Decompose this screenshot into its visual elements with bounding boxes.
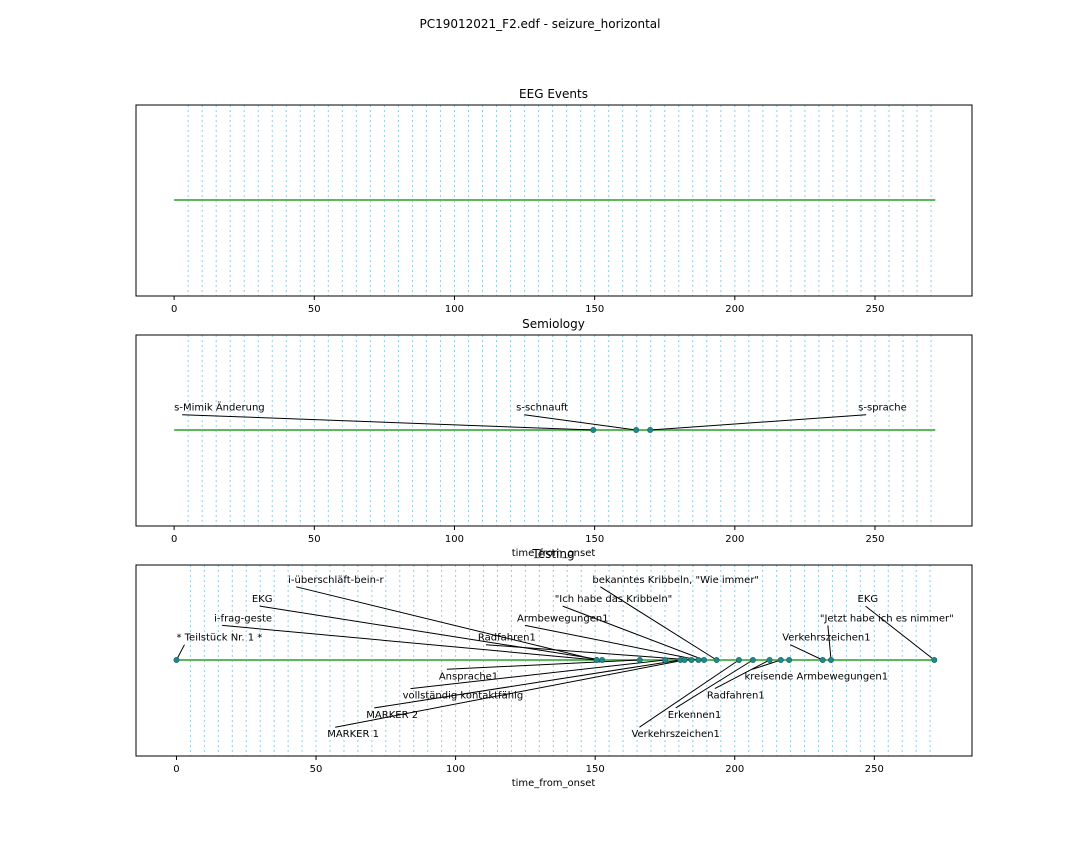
semiology-panel: Semiology time_from_onset s-Mimik Änderu… — [135, 317, 973, 559]
testing-panel: Testing time_from_onset * Teilstück Nr. … — [135, 547, 973, 789]
testing-annotation-line — [865, 605, 935, 661]
testing-event-point — [599, 657, 606, 664]
testing-annotation-line — [789, 644, 823, 661]
testing-annotation-label: Radfahren1 — [707, 691, 765, 702]
testing-annotation-label: EKG — [252, 594, 273, 605]
testing-event-point — [701, 657, 708, 664]
semiology-xlabel: time_from_onset — [512, 548, 596, 559]
testing-annotation-label: kreisende Armbewegungen1 — [745, 671, 889, 682]
testing-event-point — [688, 657, 695, 664]
semiology-annotation-line — [524, 414, 637, 431]
testing-annotation-line — [752, 659, 781, 670]
testing-annotation-label: i-überschläft-bein-r — [288, 575, 384, 586]
testing-annotation-line — [714, 659, 770, 690]
testing-event-point — [786, 657, 793, 664]
testing-annotation-line — [600, 586, 717, 661]
figure-title: PC19012021_F2.edf - seizure_horizontal — [419, 17, 660, 31]
testing-xlabel: time_from_onset — [512, 778, 596, 789]
semiology-annotation-label: s-Mimik Änderung — [174, 401, 265, 414]
testing-event-point — [713, 657, 720, 664]
testing-event-point — [681, 657, 688, 664]
testing-annotation-label: Armbewegungen1 — [517, 613, 609, 624]
testing-annotation-line — [446, 659, 640, 670]
testing-annotation-label: Verkehrszeichen1 — [631, 729, 719, 740]
testing-event-point — [819, 657, 826, 664]
eeg-events-xtick-label: 250 — [865, 304, 884, 315]
semiology-annotation-line — [182, 414, 594, 431]
testing-annotation-line — [524, 624, 699, 661]
testing-title: Testing — [531, 547, 574, 561]
testing-annotation-line — [335, 659, 685, 728]
testing-event-point — [777, 657, 784, 664]
eeg-events-title: EEG Events — [519, 87, 588, 101]
semiology-xtick-label: 150 — [585, 534, 604, 545]
semiology-xtick-label: 50 — [308, 534, 321, 545]
semiology-axes-frame — [135, 334, 973, 527]
semiology-annotation-label: s-sprache — [858, 403, 907, 414]
eeg-events-axes-frame — [135, 104, 973, 297]
eeg-events-xtick-label: 200 — [725, 304, 744, 315]
testing-annotation-line — [374, 659, 681, 709]
testing-annotation-label: Radfahren1 — [478, 633, 536, 644]
testing-event-point — [636, 657, 643, 664]
testing-event-point — [931, 657, 938, 664]
testing-annotation-label: i-frag-geste — [214, 613, 272, 624]
testing-annotation-line — [222, 624, 597, 661]
semiology-xtick-label: 250 — [865, 534, 884, 545]
testing-annotation-label: MARKER 2 — [366, 710, 418, 721]
testing-annotation-line — [639, 659, 740, 728]
testing-annotation-label: bekanntes Kribbeln, "Wie immer" — [592, 575, 759, 586]
testing-event-point — [828, 657, 835, 664]
testing-annotation-label: Erkennen1 — [668, 710, 722, 721]
testing-axes-frame — [135, 564, 973, 757]
testing-annotation-label: MARKER 1 — [327, 729, 379, 740]
testing-annotation-label: vollständig kontaktfähig — [403, 691, 524, 702]
testing-xtick-label: 50 — [310, 764, 323, 775]
testing-event-point — [593, 657, 600, 664]
semiology-title: Semiology — [522, 317, 585, 331]
semiology-event-point — [590, 426, 597, 433]
testing-xtick-label: 150 — [586, 764, 605, 775]
testing-annotation-line — [485, 644, 692, 661]
testing-annotation-label: Verkehrszeichen1 — [782, 633, 870, 644]
testing-annotation-line — [296, 586, 597, 661]
testing-event-point — [749, 657, 756, 664]
semiology-event-point — [647, 426, 654, 433]
testing-xtick-label: 100 — [446, 764, 465, 775]
testing-annotation-label: * Teilstück Nr. 1 * — [176, 633, 262, 644]
eeg-events-xtick-label: 150 — [585, 304, 604, 315]
testing-annotation-label: "Jetzt habe ich es nimmer" — [820, 613, 954, 624]
testing-annotation-label: "Ich habe das Kribbeln" — [555, 594, 673, 605]
testing-annotation-label: EKG — [858, 594, 879, 605]
testing-annotation-label: Ansprache1 — [439, 671, 498, 682]
testing-xtick-label: 250 — [865, 764, 884, 775]
testing-annotation-line — [675, 659, 754, 709]
testing-event-point — [173, 657, 180, 664]
semiology-xtick-label: 200 — [725, 534, 744, 545]
testing-annotation-line — [562, 605, 705, 661]
testing-annotation-line — [410, 659, 666, 690]
eeg-events-panel: EEG Events 0 50 100 150 200 250 — [135, 87, 973, 315]
semiology-xtick-label: 100 — [445, 534, 464, 545]
testing-event-point — [661, 657, 668, 664]
semiology-xtick-label: 0 — [171, 534, 177, 545]
testing-annotation-line — [259, 605, 603, 661]
eeg-events-xtick-label: 100 — [445, 304, 464, 315]
testing-event-point — [735, 657, 742, 664]
semiology-annotation-label: s-schnauft — [516, 403, 568, 414]
eeg-events-xtick-label: 50 — [308, 304, 321, 315]
testing-xtick-label: 200 — [725, 764, 744, 775]
eeg-events-xtick-label: 0 — [171, 304, 177, 315]
testing-event-point — [766, 657, 773, 664]
testing-event-point — [695, 657, 702, 664]
testing-annotation-line — [827, 625, 832, 661]
testing-xtick-label: 0 — [173, 764, 179, 775]
semiology-annotation-line — [650, 414, 867, 431]
semiology-event-point — [633, 426, 640, 433]
